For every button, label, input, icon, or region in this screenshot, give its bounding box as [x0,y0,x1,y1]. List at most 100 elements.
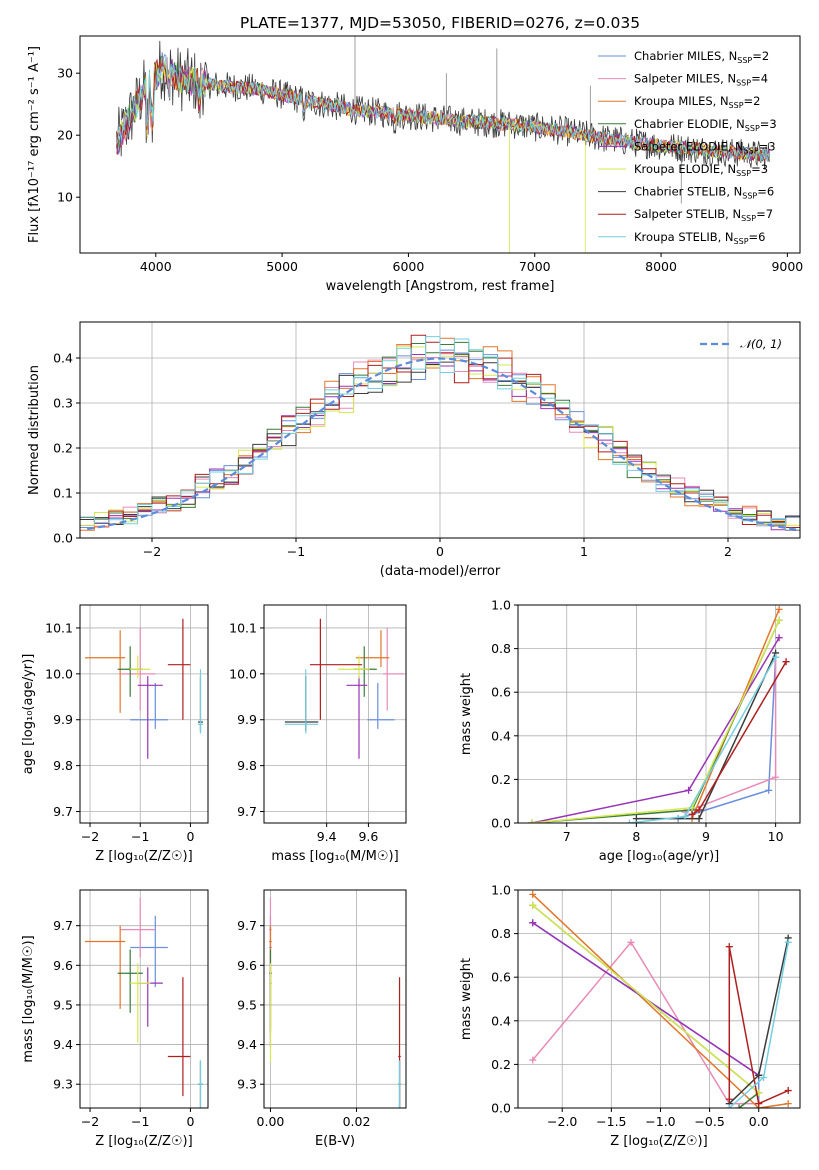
legend-sub: SSP [737,56,752,65]
y-tick-label: 9.7 [237,804,257,819]
x-tick-label: 4000 [140,259,172,274]
y-tick-label: 30 [57,66,73,81]
legend-entry: Kroupa MILES, NSSP=2 [634,94,760,110]
legend-entry: Kroupa ELODIE, NSSP=3 [634,162,768,178]
weight-marker [775,616,783,624]
weight-marker [725,1104,733,1108]
y-tick-label: 0.4 [491,1013,511,1028]
x-tick-label: 0.0 [749,1114,769,1129]
weight-marker [782,658,790,666]
weight-marker [627,938,635,946]
x-tick-label: 0 [186,829,194,844]
x-tick-label: −0.5 [694,1114,724,1129]
y-axis-label: mass [log₁₀(M/M☉)] [21,935,36,1062]
y-tick-label: 9.6 [237,958,257,973]
x-tick-label: 9.6 [358,829,378,844]
x-tick-label: −2.0 [547,1114,577,1129]
panel-spectrum: 4000 5000 6000 7000 8000 9000 10 20 30 wavelength… [27,35,803,294]
y-tick-label: 10 [57,190,73,205]
legend-entry: Chabrier STELIB, NSSP=6 [634,185,774,201]
y-tick-label: 10.1 [45,620,73,635]
legend-count: =3 [759,139,776,153]
weight-age-line [531,619,780,823]
y-axis-label: mass weight [459,958,474,1040]
weight-marker [772,653,780,661]
weight-marker [765,786,773,794]
legend-entry: Salpeter ELODIE, NSSP=3 [634,139,776,155]
x-tick-label: −1 [131,829,149,844]
x-axis-label: Z [log₁₀(Z/Z☉)] [610,1134,707,1149]
y-axis-label: Flux [fλ10⁻¹⁷ erg cm⁻² s⁻¹ A⁻¹] [27,46,42,243]
weight-marker [528,819,536,823]
weight-marker [529,901,537,909]
x-tick-label: 5000 [266,259,298,274]
weight-marker [685,786,693,794]
weight-marker [775,605,783,613]
axes-frame [79,35,801,254]
weight-marker [784,1100,792,1108]
x-axis-label: Z [log₁₀(Z/Z☉)] [95,1134,192,1149]
legend-count: =3 [751,162,768,176]
figure-title: PLATE=1377, MJD=53050, FIBERID=0276, z=0… [240,14,640,32]
y-tick-label: 20 [57,128,73,143]
x-axis-label: (data-model)/error [380,564,501,579]
y-tick-label: 0.4 [491,728,511,743]
weight-marker [784,1087,792,1095]
weight-marker [529,919,537,927]
weight-age-line [531,619,780,823]
y-tick-label: 9.7 [53,918,73,933]
plot-area-spectrum [116,36,771,253]
y-tick-label: 0.6 [491,685,511,700]
y-tick-label: 1.0 [491,883,511,898]
weight-marker [681,812,689,820]
y-tick-label: 0.0 [491,816,511,831]
legend-count: =6 [757,185,774,199]
weight-marker [632,815,640,823]
y-tick-label: 0.0 [53,531,73,546]
y-tick-label: 9.3 [237,1077,257,1092]
weight-marker [625,819,633,823]
plot-area-age-vs-mass [264,605,406,823]
y-tick-label: 0.6 [491,970,511,985]
x-tick-label: 0.00 [257,1114,285,1129]
residual-hist-kroupa-stelib [80,336,800,531]
weight-marker [529,890,537,898]
plot-area-age-vs-Z [80,605,208,823]
y-tick-label: 0.4 [53,351,73,366]
y-tick-label: 1.0 [491,598,511,613]
y-tick-label: 10.1 [229,620,257,635]
y-tick-label: 0.2 [53,441,73,456]
axes-frame [263,604,407,824]
weight-Z-line [532,904,760,1108]
panel-residuals: −2 −1 0 1 2 0.0 0.1 0.2 0.3 0.4 (data-model)/error… [27,321,801,579]
weight-marker [735,1104,743,1108]
axes-frame [517,604,801,824]
weight-Z-line [532,941,759,1105]
panel-weight-vs-age: 7 8 9 10 0.0 0.2 0.4 0.6 0.8 1.0 age [log₁₀(age/yr… [459,598,801,864]
y-tick-label: 9.8 [53,758,73,773]
x-tick-label: 0 [186,1114,194,1129]
panel-mass-vs-Z: −2 −1 0 9.3 9.4 9.5 9.6 9.7 Z [log₁₀(Z/Z☉)] mass … [21,889,209,1149]
y-axis-label: mass weight [459,673,474,755]
legend-count: =2 [752,49,769,63]
plot-area-residuals [80,322,800,538]
x-tick-label: 0.02 [343,1114,371,1129]
x-tick-label: 10 [768,829,784,844]
axes-frame [79,321,801,539]
x-tick-label: 1 [580,544,588,559]
x-tick-label: 8 [632,829,640,844]
axes-frame [79,889,209,1109]
weight-Z-line [532,893,789,1108]
y-tick-label: 9.5 [237,997,257,1012]
legend-sub: SSP [736,79,751,88]
legend-count: =2 [744,94,761,108]
y-tick-label: 0.8 [491,641,511,656]
legend-entry: Chabrier ELODIE, NSSP=3 [634,117,777,133]
y-tick-label: 9.9 [53,712,73,727]
y-tick-label: 0.1 [53,486,73,501]
x-tick-label: 9000 [771,259,803,274]
legend-count: =7 [756,207,773,221]
weight-marker [755,1100,763,1108]
weight-age-line [677,657,777,820]
